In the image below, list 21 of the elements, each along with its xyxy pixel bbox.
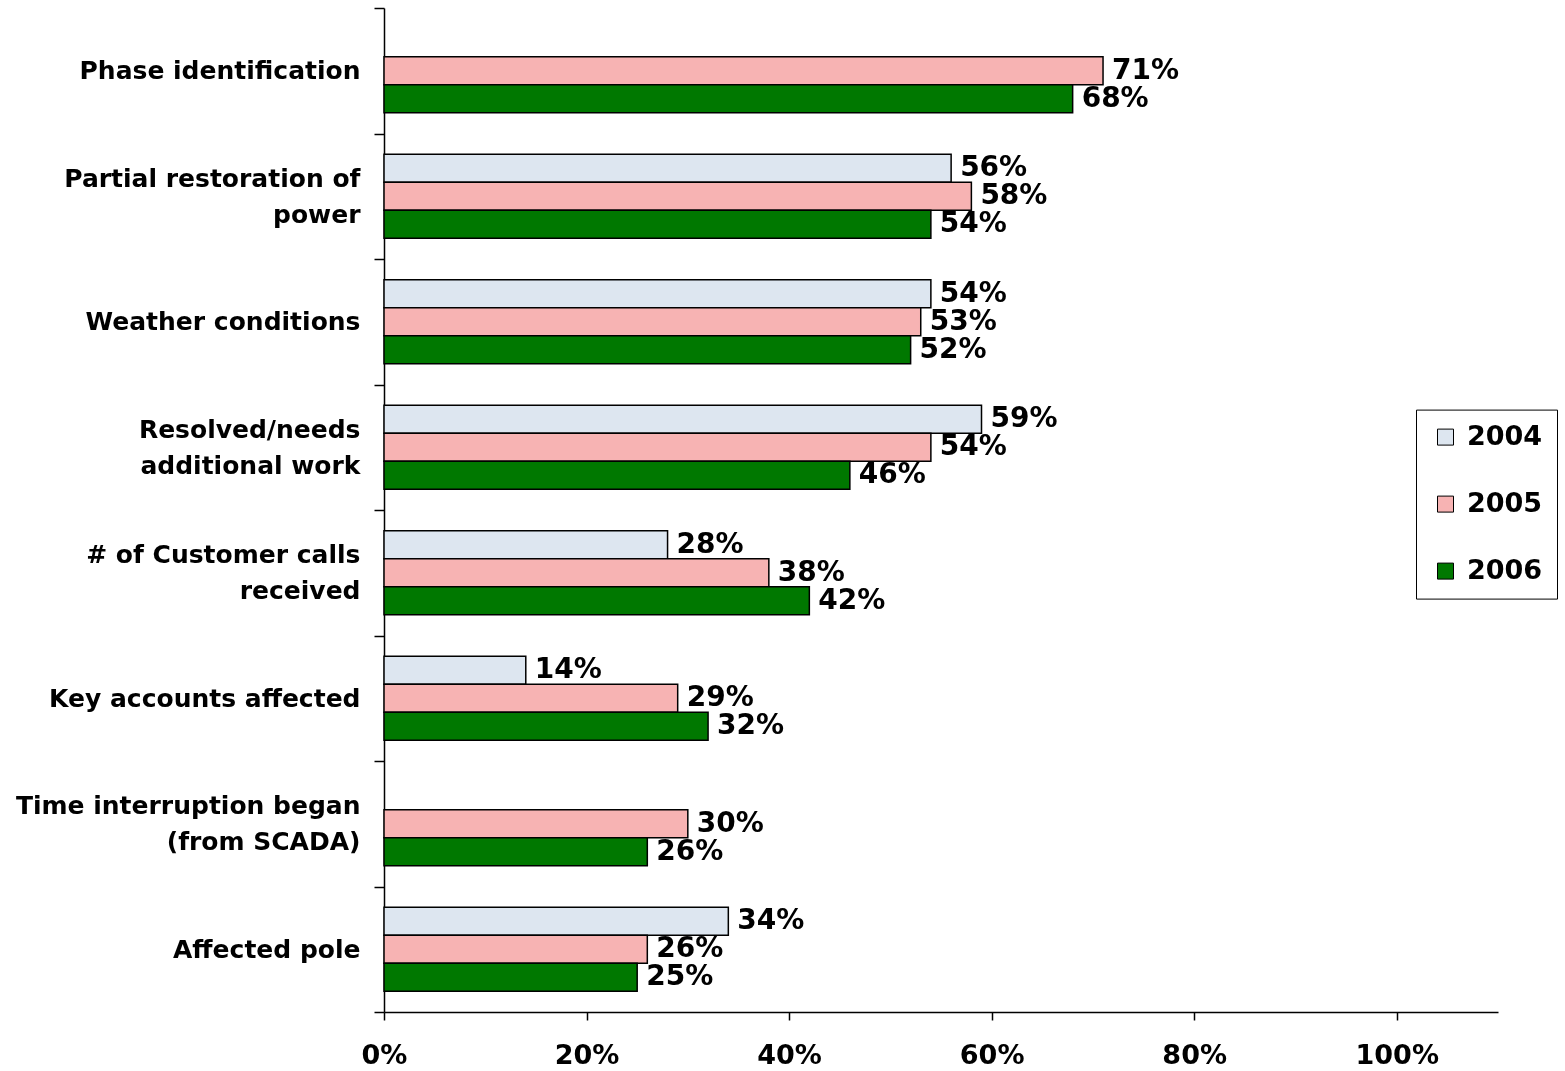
y-tick-label: Phase identification — [79, 56, 361, 86]
data-label: 46% — [858, 457, 926, 491]
legend-label: 2005 — [1467, 487, 1543, 519]
y-tick-label: Affected pole — [173, 934, 361, 964]
x-tick-label: 100% — [1355, 1038, 1439, 1070]
x-tick-label: 0% — [361, 1038, 408, 1070]
x-tick-label: 60% — [959, 1038, 1025, 1070]
y-tick-label: Partial restoration of power — [64, 163, 362, 229]
legend-label: 2004 — [1467, 420, 1543, 452]
x-tick-label: 40% — [757, 1038, 822, 1070]
y-tick-label: # of Customer calls received — [86, 540, 361, 606]
y-tick-label: Time interruption began (from SCADA) — [15, 791, 361, 857]
x-tick-label: 20% — [554, 1038, 620, 1070]
data-label: 28% — [676, 526, 744, 560]
y-tick-label: Key accounts affected — [49, 683, 361, 713]
data-label: 34% — [737, 903, 805, 937]
data-label: 14% — [534, 652, 602, 686]
y-tick-label: Weather conditions — [85, 307, 361, 337]
x-tick-label: 80% — [1162, 1038, 1227, 1070]
y-tick-label: Resolved/needs additional work — [138, 414, 362, 480]
legend-label: 2006 — [1467, 554, 1543, 586]
